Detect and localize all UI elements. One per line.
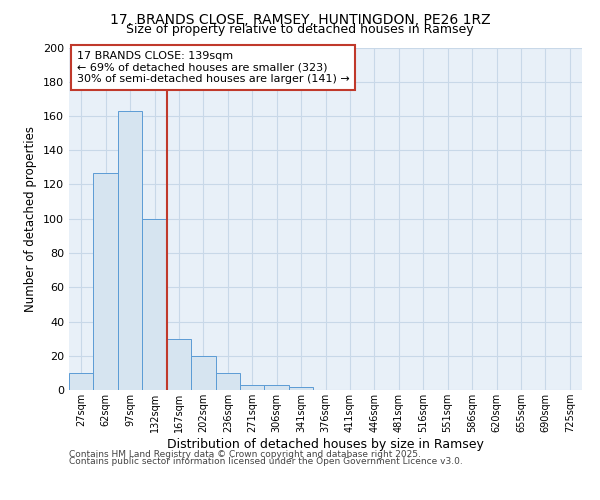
- Bar: [289, 386, 313, 390]
- Bar: [265, 385, 289, 390]
- Bar: [240, 385, 265, 390]
- Text: 17, BRANDS CLOSE, RAMSEY, HUNTINGDON, PE26 1RZ: 17, BRANDS CLOSE, RAMSEY, HUNTINGDON, PE…: [110, 12, 490, 26]
- Bar: [94, 172, 118, 390]
- Bar: [215, 373, 240, 390]
- X-axis label: Distribution of detached houses by size in Ramsey: Distribution of detached houses by size …: [167, 438, 484, 451]
- Bar: [167, 338, 191, 390]
- Bar: [191, 356, 215, 390]
- Text: Size of property relative to detached houses in Ramsey: Size of property relative to detached ho…: [126, 22, 474, 36]
- Bar: [142, 219, 167, 390]
- Text: Contains HM Land Registry data © Crown copyright and database right 2025.: Contains HM Land Registry data © Crown c…: [69, 450, 421, 459]
- Y-axis label: Number of detached properties: Number of detached properties: [25, 126, 37, 312]
- Text: 17 BRANDS CLOSE: 139sqm
← 69% of detached houses are smaller (323)
30% of semi-d: 17 BRANDS CLOSE: 139sqm ← 69% of detache…: [77, 51, 349, 84]
- Text: Contains public sector information licensed under the Open Government Licence v3: Contains public sector information licen…: [69, 458, 463, 466]
- Bar: [69, 373, 94, 390]
- Bar: [118, 111, 142, 390]
